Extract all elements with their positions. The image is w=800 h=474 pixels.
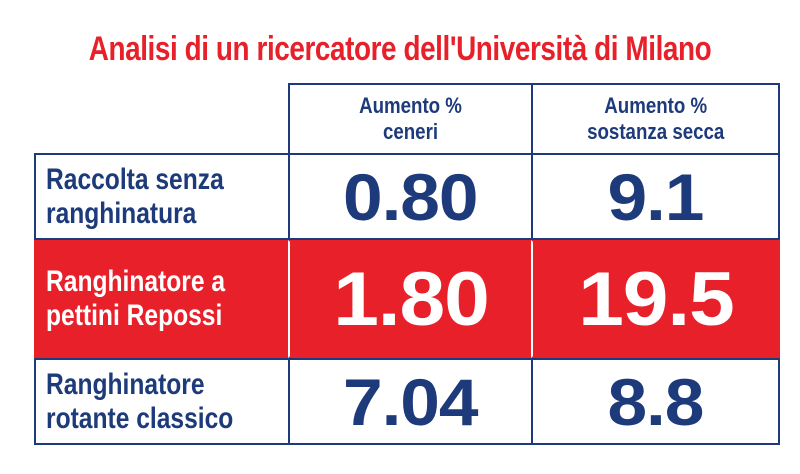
row-label-highlighted: Ranghinatore a pettini Repossi (34, 240, 290, 358)
row-label-line: Ranghinatore a (46, 265, 226, 298)
column-header-line: sostanza secca (586, 119, 725, 144)
row-label: Ranghinatore rotante classico (34, 358, 290, 445)
table-cell-value: 0.80 (288, 153, 533, 240)
table-cell-value: 9.1 (531, 153, 780, 240)
column-header-line: Aumento % (604, 93, 707, 118)
row-label-line: ranghinatura (46, 196, 197, 230)
table-cell-value-highlighted: 19.5 (531, 240, 780, 358)
row-label-line: Raccolta senza (46, 162, 224, 196)
column-header-line: ceneri (382, 119, 439, 144)
table-cell-value-highlighted: 1.80 (288, 240, 533, 358)
table-cell-value: 7.04 (288, 358, 533, 445)
column-header-ceneri: Aumento % ceneri (288, 83, 533, 155)
chart-title: Analisi di un ricercatore dell'Universit… (88, 30, 712, 68)
column-header-line: Aumento % (359, 93, 462, 118)
row-label: Raccolta senza ranghinatura (34, 153, 290, 240)
row-label-line: Ranghinatore (46, 367, 205, 401)
row-label-line: rotante classico (46, 401, 234, 435)
table-cell-value: 8.8 (531, 358, 780, 445)
column-header-sostanza-secca: Aumento % sostanza secca (531, 83, 780, 155)
row-label-line: pettini Repossi (46, 299, 223, 332)
